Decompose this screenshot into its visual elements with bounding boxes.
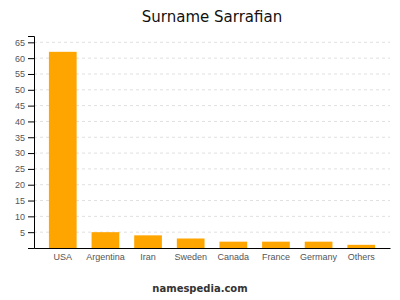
- grid-line: [34, 137, 390, 138]
- tick-label: 35: [15, 133, 25, 143]
- x-axis: USA Argentina Iran Sweden Canada France German…: [35, 249, 391, 263]
- tick-mark: [28, 42, 34, 43]
- tick-mark: [28, 90, 34, 91]
- tick-label: France: [262, 252, 290, 262]
- tick: 25: [15, 164, 34, 174]
- tick: 5: [20, 228, 34, 238]
- tick-mark: [28, 74, 34, 75]
- bar: [219, 242, 247, 248]
- tick: 10: [15, 212, 34, 222]
- tick-mark: [28, 137, 34, 138]
- tick: 65: [15, 38, 34, 48]
- tick-mark: [28, 58, 34, 59]
- tick-mark: [28, 216, 34, 217]
- axis-line: [28, 37, 35, 249]
- tick-label: 40: [15, 117, 25, 127]
- tick: France: [262, 252, 290, 262]
- chart: 5 10 15 20 25 30 35 40 45 50 55 60 65 USA Argentina Ira…: [0, 0, 400, 300]
- tick: 30: [15, 148, 34, 158]
- tick-label: 10: [15, 212, 25, 222]
- grid-line: [34, 168, 390, 169]
- tick-label: USA: [54, 252, 73, 262]
- tick-label: 60: [15, 54, 25, 64]
- tick-label: 45: [15, 101, 25, 111]
- tick: Iran: [140, 252, 156, 262]
- tick-mark: [28, 185, 34, 186]
- bar: [347, 245, 375, 248]
- grid-line: [34, 58, 390, 59]
- watermark: namespedia.com: [152, 283, 247, 294]
- bar: [177, 239, 205, 248]
- tick-label: Germany: [300, 252, 338, 262]
- tick-mark: [28, 232, 34, 233]
- tick-label: 50: [15, 85, 25, 95]
- tick-mark: [28, 106, 34, 107]
- tick: 55: [15, 69, 34, 79]
- y-axis: 5 10 15 20 25 30 35 40 45 50 55 60 65: [15, 37, 35, 249]
- title: Surname Sarrafian: [142, 8, 282, 26]
- tick-label: 5: [20, 228, 25, 238]
- tick-label: 65: [15, 38, 25, 48]
- tick-label: Canada: [218, 252, 250, 262]
- grid: [34, 42, 390, 232]
- tick: Others: [348, 252, 376, 262]
- tick-label: Argentina: [86, 252, 125, 262]
- grid-line: [34, 153, 390, 154]
- tick: Canada: [218, 252, 250, 262]
- bar: [92, 232, 120, 248]
- bar: [262, 242, 290, 248]
- tick-label: Iran: [140, 252, 156, 262]
- tick-label: Sweden: [174, 252, 207, 262]
- tick-label: 20: [15, 180, 25, 190]
- tick-label: 55: [15, 69, 25, 79]
- grid-line: [34, 105, 390, 106]
- tick: 15: [15, 196, 34, 206]
- tick-mark: [28, 121, 34, 122]
- plot: 5 10 15 20 25 30 35 40 45 50 55 60 65 USA Argentina Ira…: [15, 37, 391, 263]
- grid-line: [34, 73, 390, 74]
- tick-mark: [28, 201, 34, 202]
- axis-line: [35, 248, 391, 249]
- tick: 40: [15, 117, 34, 127]
- grid-line: [34, 42, 390, 43]
- tick-label: 15: [15, 196, 25, 206]
- tick: USA: [54, 252, 73, 262]
- tick: Argentina: [86, 252, 125, 262]
- grid-line: [34, 200, 390, 201]
- tick: 60: [15, 54, 34, 64]
- tick: Sweden: [174, 252, 207, 262]
- grid-line: [34, 216, 390, 217]
- tick: 20: [15, 180, 34, 190]
- bar: [49, 52, 77, 248]
- grid-line: [34, 232, 390, 233]
- grid-line: [34, 184, 390, 185]
- tick-mark: [28, 169, 34, 170]
- tick: 50: [15, 85, 34, 95]
- tick: 35: [15, 133, 34, 143]
- grid-line: [34, 89, 390, 90]
- tick-mark: [28, 153, 34, 154]
- tick-label: 25: [15, 164, 25, 174]
- bar: [305, 242, 333, 248]
- tick-label: 30: [15, 148, 25, 158]
- bars: [49, 52, 375, 248]
- bar: [134, 235, 162, 248]
- tick: 45: [15, 101, 34, 111]
- grid-line: [34, 121, 390, 122]
- tick-label: Others: [348, 252, 376, 262]
- tick: Germany: [300, 252, 338, 262]
